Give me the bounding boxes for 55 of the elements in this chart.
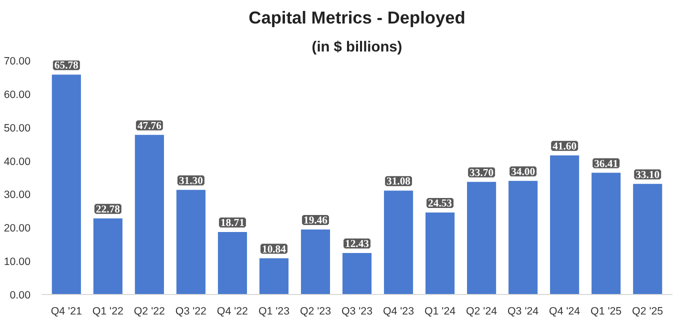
data-label: 18.71 [220,218,244,229]
x-tick-label: Q3 '23 [341,306,373,318]
bar [508,180,538,294]
y-tick-label: 10.00 [4,256,31,268]
bar [218,232,247,294]
x-tick-label: Q1 '24 [424,306,456,318]
data-label: 65.78 [54,60,78,72]
data-label: 36.41 [594,158,618,170]
bar [93,218,122,294]
bar [633,184,662,294]
data-label: 10.84 [262,244,287,256]
x-tick-label: Q1 '25 [590,306,622,318]
x-tick-label: Q2 '23 [300,306,332,318]
bar [134,134,164,294]
data-label: 31.30 [178,176,203,187]
data-label: 41.60 [552,141,577,152]
y-tick-label: 30.00 [4,189,31,202]
data-label: 47.76 [137,120,162,132]
bar [592,172,621,294]
y-tick-label: 0.00 [10,290,31,302]
y-tick-label: 60.00 [4,88,31,101]
y-tick-label: 70.00 [4,56,31,68]
bar [259,258,289,294]
x-tick-label: Q1 '23 [258,306,290,318]
x-tick-label: Q2 '22 [134,306,166,318]
x-tick-label: Q4 '23 [382,306,414,318]
bar [550,155,580,294]
x-tick-label: Q4 '21 [50,306,82,318]
data-label: 33.10 [636,170,660,181]
x-tick-label: Q4 '22 [216,306,248,318]
data-label: 33.70 [470,168,494,179]
data-label: 34.00 [511,166,536,178]
x-tick-label: Q2 '25 [632,306,664,318]
x-tick-label: Q3 '24 [508,306,539,318]
data-label: 22.78 [96,204,120,216]
data-label: 31.08 [386,176,411,188]
bar [52,74,81,294]
data-label: 12.43 [345,238,369,250]
chart-title: Capital Metrics - Deployed [248,8,466,28]
bar [176,190,206,294]
data-label: 19.46 [304,215,328,226]
data-label: 24.53 [428,198,452,210]
x-tick-label: Q4 '24 [549,306,580,318]
y-tick-label: 20.00 [4,222,31,235]
bar [384,190,414,294]
bar [342,252,372,294]
chart-subtitle: (in $ billions) [312,40,402,56]
x-tick-label: Q2 '24 [466,306,498,318]
y-tick-label: 40.00 [4,156,31,168]
x-tick-label: Q1 '22 [92,306,124,318]
x-tick-label: Q3 '22 [175,306,207,318]
bar [300,229,330,294]
bar [425,212,455,294]
bar [467,182,496,294]
y-tick-label: 50.00 [4,122,31,134]
